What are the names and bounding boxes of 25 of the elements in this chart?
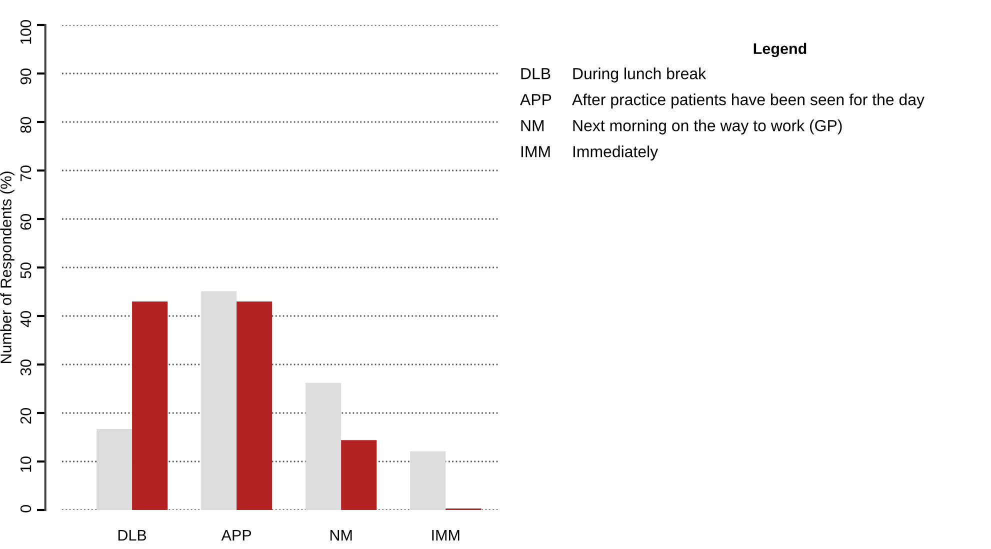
y-tick-label: 0 <box>20 505 32 512</box>
x-tick-label: APP <box>221 530 252 541</box>
y-tick-label: 50 <box>20 262 32 278</box>
text: NM <box>521 120 544 132</box>
y-tick-label: 90 <box>20 68 32 84</box>
text: Legend <box>754 42 806 58</box>
text: DLB <box>521 68 550 80</box>
text: APP <box>520 94 552 106</box>
y-tick-label: 80 <box>20 117 32 133</box>
y-tick-label: 30 <box>20 360 32 376</box>
y-tick-label: 20 <box>20 408 32 424</box>
x-tick-label: NM <box>330 530 352 541</box>
y-tick-label: 40 <box>20 311 32 328</box>
y-tick-label: 70 <box>20 166 32 182</box>
text: Immediately <box>573 146 658 160</box>
y-tick-label: 100 <box>20 20 32 44</box>
y-tick-label: 10 <box>20 456 32 472</box>
text: IMM <box>521 146 550 158</box>
text: During lunch break <box>573 68 706 82</box>
text: After practice patients have been seen for the day <box>572 94 924 108</box>
y-axis-title: Number of Respondents (%) <box>0 172 14 364</box>
y-tick-label: 60 <box>20 214 32 230</box>
x-tick-label: IMM <box>432 530 460 541</box>
x-tick-label: DLB <box>118 530 146 541</box>
text: Next morning on the way to work (GP) <box>573 120 842 134</box>
